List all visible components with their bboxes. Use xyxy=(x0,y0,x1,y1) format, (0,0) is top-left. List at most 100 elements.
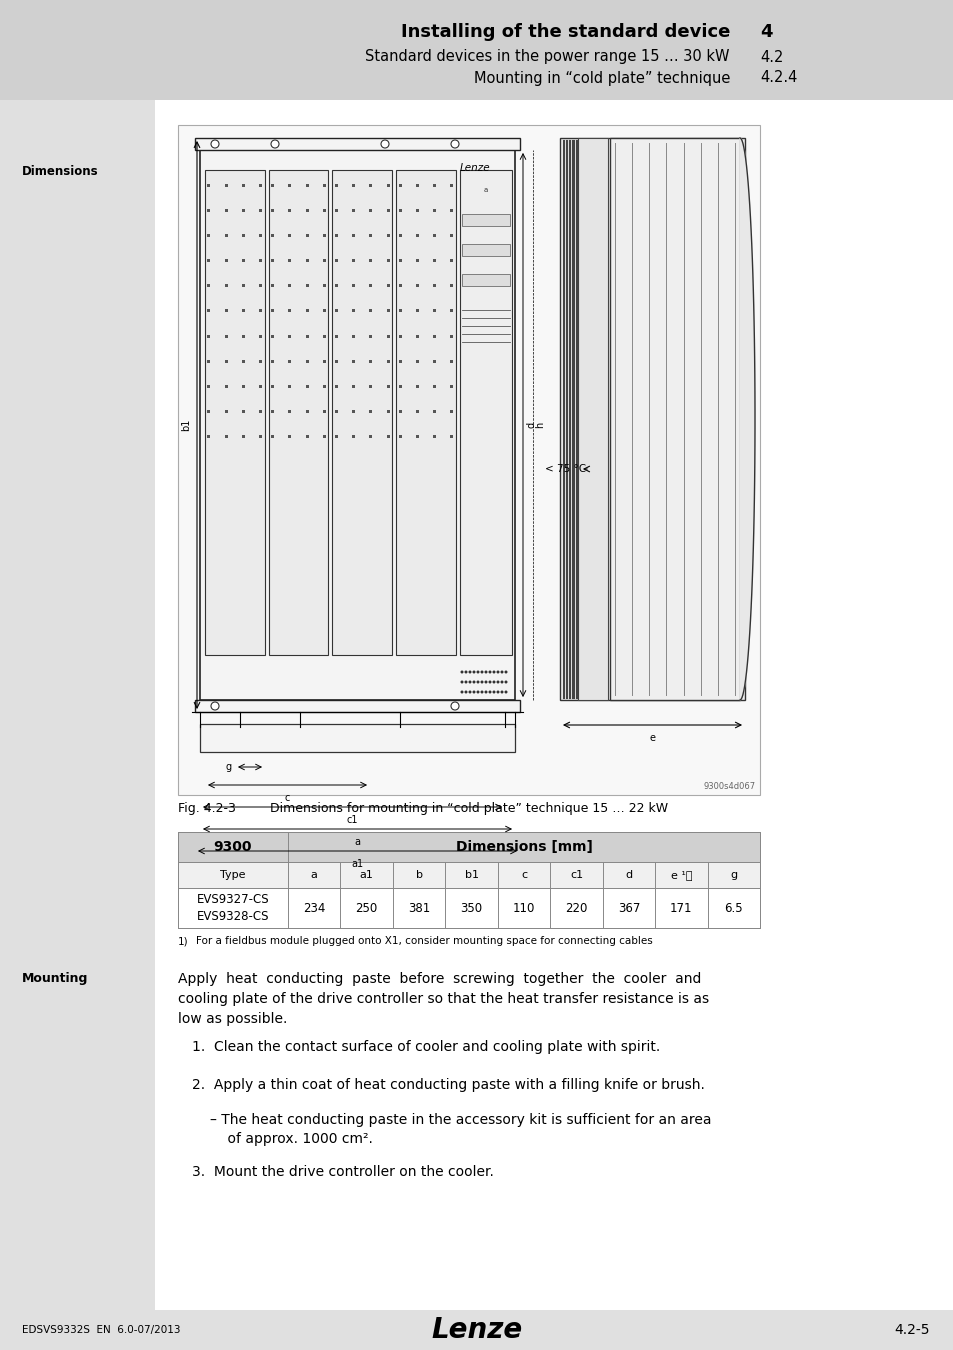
Bar xyxy=(242,234,245,236)
Bar xyxy=(208,335,211,338)
Bar xyxy=(208,385,211,387)
Bar xyxy=(333,170,392,655)
Bar xyxy=(416,209,418,212)
Bar xyxy=(305,335,309,338)
Circle shape xyxy=(468,680,471,683)
Bar xyxy=(369,335,372,338)
Bar xyxy=(178,832,760,863)
Bar xyxy=(259,335,262,338)
Bar xyxy=(386,309,390,312)
Bar xyxy=(559,138,744,701)
Bar xyxy=(323,335,326,338)
Bar xyxy=(416,184,418,186)
Bar xyxy=(271,359,274,363)
Bar xyxy=(305,285,309,288)
Bar xyxy=(259,435,262,439)
Bar xyxy=(433,335,436,338)
Text: d: d xyxy=(526,423,537,428)
Bar xyxy=(369,259,372,262)
Text: EDSVS9332S  EN  6.0-07/2013: EDSVS9332S EN 6.0-07/2013 xyxy=(22,1324,180,1335)
Circle shape xyxy=(484,671,487,674)
Circle shape xyxy=(496,671,499,674)
Bar xyxy=(305,385,309,387)
Bar xyxy=(323,209,326,212)
Bar xyxy=(178,888,760,927)
Text: 1): 1) xyxy=(178,936,189,946)
Circle shape xyxy=(472,680,475,683)
Circle shape xyxy=(500,680,503,683)
Bar xyxy=(271,309,274,312)
Text: Dimensions [mm]: Dimensions [mm] xyxy=(456,840,592,855)
Bar xyxy=(352,309,355,312)
Bar xyxy=(369,285,372,288)
Bar xyxy=(335,285,337,288)
Bar xyxy=(369,359,372,363)
Bar xyxy=(288,285,292,288)
Circle shape xyxy=(211,702,219,710)
Bar xyxy=(288,410,292,413)
Bar xyxy=(200,724,515,752)
Bar xyxy=(242,209,245,212)
Bar xyxy=(461,274,510,286)
Bar xyxy=(225,285,228,288)
Text: For a fieldbus module plugged onto X1, consider mounting space for connecting ca: For a fieldbus module plugged onto X1, c… xyxy=(195,936,652,946)
Bar xyxy=(323,435,326,439)
Circle shape xyxy=(488,690,491,694)
Text: 381: 381 xyxy=(408,902,430,914)
Bar xyxy=(416,359,418,363)
Bar xyxy=(386,285,390,288)
Bar xyxy=(225,335,228,338)
Text: 4.2-5: 4.2-5 xyxy=(894,1323,929,1336)
Circle shape xyxy=(460,680,463,683)
Bar xyxy=(305,309,309,312)
Bar xyxy=(433,359,436,363)
Bar xyxy=(259,285,262,288)
Bar xyxy=(398,259,401,262)
Bar xyxy=(178,126,760,795)
Bar xyxy=(271,209,274,212)
Bar xyxy=(305,435,309,439)
Bar xyxy=(225,184,228,186)
Text: g: g xyxy=(226,761,232,772)
Text: 110: 110 xyxy=(513,902,535,914)
Bar xyxy=(352,385,355,387)
Circle shape xyxy=(476,671,479,674)
Bar xyxy=(450,209,453,212)
Bar xyxy=(154,100,953,1312)
Circle shape xyxy=(460,671,463,674)
Bar xyxy=(352,209,355,212)
Circle shape xyxy=(496,680,499,683)
Bar xyxy=(305,234,309,236)
Bar xyxy=(386,184,390,186)
Bar xyxy=(208,209,211,212)
Bar xyxy=(369,209,372,212)
Bar xyxy=(271,259,274,262)
Bar xyxy=(398,335,401,338)
Bar xyxy=(259,385,262,387)
Bar xyxy=(225,410,228,413)
Circle shape xyxy=(211,140,219,148)
Text: 350: 350 xyxy=(460,902,482,914)
Bar xyxy=(271,184,274,186)
Circle shape xyxy=(488,680,491,683)
Text: b1: b1 xyxy=(464,869,478,880)
Text: 3.  Mount the drive controller on the cooler.: 3. Mount the drive controller on the coo… xyxy=(192,1165,494,1179)
Bar xyxy=(259,359,262,363)
Bar xyxy=(205,170,265,655)
Bar xyxy=(269,170,328,655)
Bar xyxy=(578,138,607,701)
Bar xyxy=(271,335,274,338)
Bar xyxy=(305,359,309,363)
Text: Dimensions for mounting in “cold plate” technique 15 … 22 kW: Dimensions for mounting in “cold plate” … xyxy=(270,802,667,815)
Bar xyxy=(335,359,337,363)
Text: c1: c1 xyxy=(346,815,358,825)
Text: 4.2: 4.2 xyxy=(760,50,782,65)
Bar xyxy=(242,435,245,439)
Bar xyxy=(0,0,953,100)
Text: c1: c1 xyxy=(569,869,582,880)
Circle shape xyxy=(464,680,467,683)
Bar xyxy=(323,184,326,186)
Circle shape xyxy=(480,690,483,694)
Bar xyxy=(208,234,211,236)
Bar xyxy=(335,259,337,262)
